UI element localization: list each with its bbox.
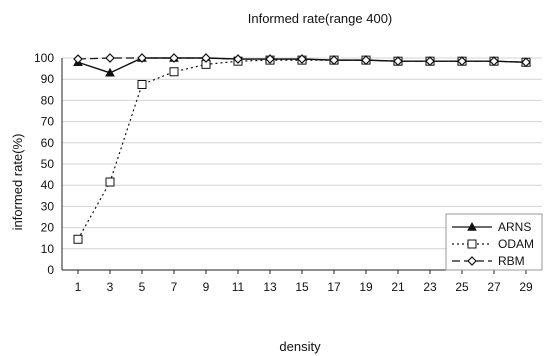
x-tick-label: 5 — [139, 280, 146, 294]
data-point-odam — [73, 234, 83, 244]
x-tick-label: 27 — [487, 280, 501, 294]
y-tick-label: 20 — [41, 221, 55, 235]
data-point-odam — [105, 177, 115, 187]
data-point-rbm — [233, 54, 243, 64]
data-point-rbm — [137, 53, 147, 63]
chart-title: Informed rate(range 400) — [248, 11, 393, 26]
y-tick-label: 10 — [41, 242, 55, 256]
y-tick-label: 80 — [41, 93, 55, 107]
data-point-rbm — [361, 55, 371, 65]
data-point-rbm — [105, 53, 115, 63]
data-point-rbm — [201, 53, 211, 63]
y-tick-label: 0 — [47, 263, 54, 277]
data-point-rbm — [73, 54, 83, 64]
x-tick-label: 29 — [519, 280, 533, 294]
data-point-rbm — [489, 56, 499, 67]
y-tick-label: 70 — [41, 115, 55, 129]
legend-label-odam: ODAM — [498, 237, 534, 251]
data-point-rbm — [297, 54, 307, 64]
y-tick-label: 40 — [41, 178, 55, 192]
data-point-rbm — [169, 53, 179, 63]
legend-marker-rbm — [467, 256, 477, 266]
x-tick-label: 11 — [232, 280, 245, 294]
x-tick-label: 3 — [107, 280, 114, 294]
legend-marker-odam — [467, 239, 477, 249]
legend-label-arns: ARNS — [498, 220, 531, 234]
series-line-rbm — [77, 57, 527, 63]
y-tick-label: 90 — [41, 72, 55, 86]
x-tick-label: 15 — [295, 280, 309, 294]
data-point-rbm — [425, 56, 435, 67]
x-axis-label: density — [279, 339, 321, 354]
data-point-rbm — [521, 57, 531, 68]
data-point-arns — [105, 67, 115, 77]
x-tick-label: 7 — [171, 280, 178, 294]
data-point-rbm — [393, 56, 403, 67]
y-tick-label: 100 — [34, 51, 54, 65]
legend-label-rbm: RBM — [498, 254, 525, 268]
data-point-odam — [137, 80, 147, 89]
x-tick-label: 21 — [391, 280, 405, 294]
x-tick-label: 17 — [327, 280, 341, 294]
x-tick-label: 9 — [203, 280, 210, 294]
data-point-rbm — [457, 56, 467, 67]
x-tick-label: 13 — [263, 280, 277, 294]
data-point-rbm — [329, 55, 339, 65]
legend-box — [445, 213, 543, 271]
x-tick-label: 1 — [75, 280, 82, 294]
y-axis-label: informed rate(%) — [10, 134, 25, 231]
data-point-odam — [169, 67, 179, 77]
y-tick-label: 30 — [41, 199, 55, 213]
x-tick-label: 25 — [455, 280, 469, 294]
y-tick-label: 60 — [41, 136, 55, 150]
legend-marker-arns — [467, 221, 477, 231]
y-tick-label: 50 — [41, 157, 55, 171]
x-tick-label: 19 — [359, 280, 373, 294]
data-point-rbm — [265, 54, 275, 64]
x-tick-label: 23 — [423, 280, 437, 294]
